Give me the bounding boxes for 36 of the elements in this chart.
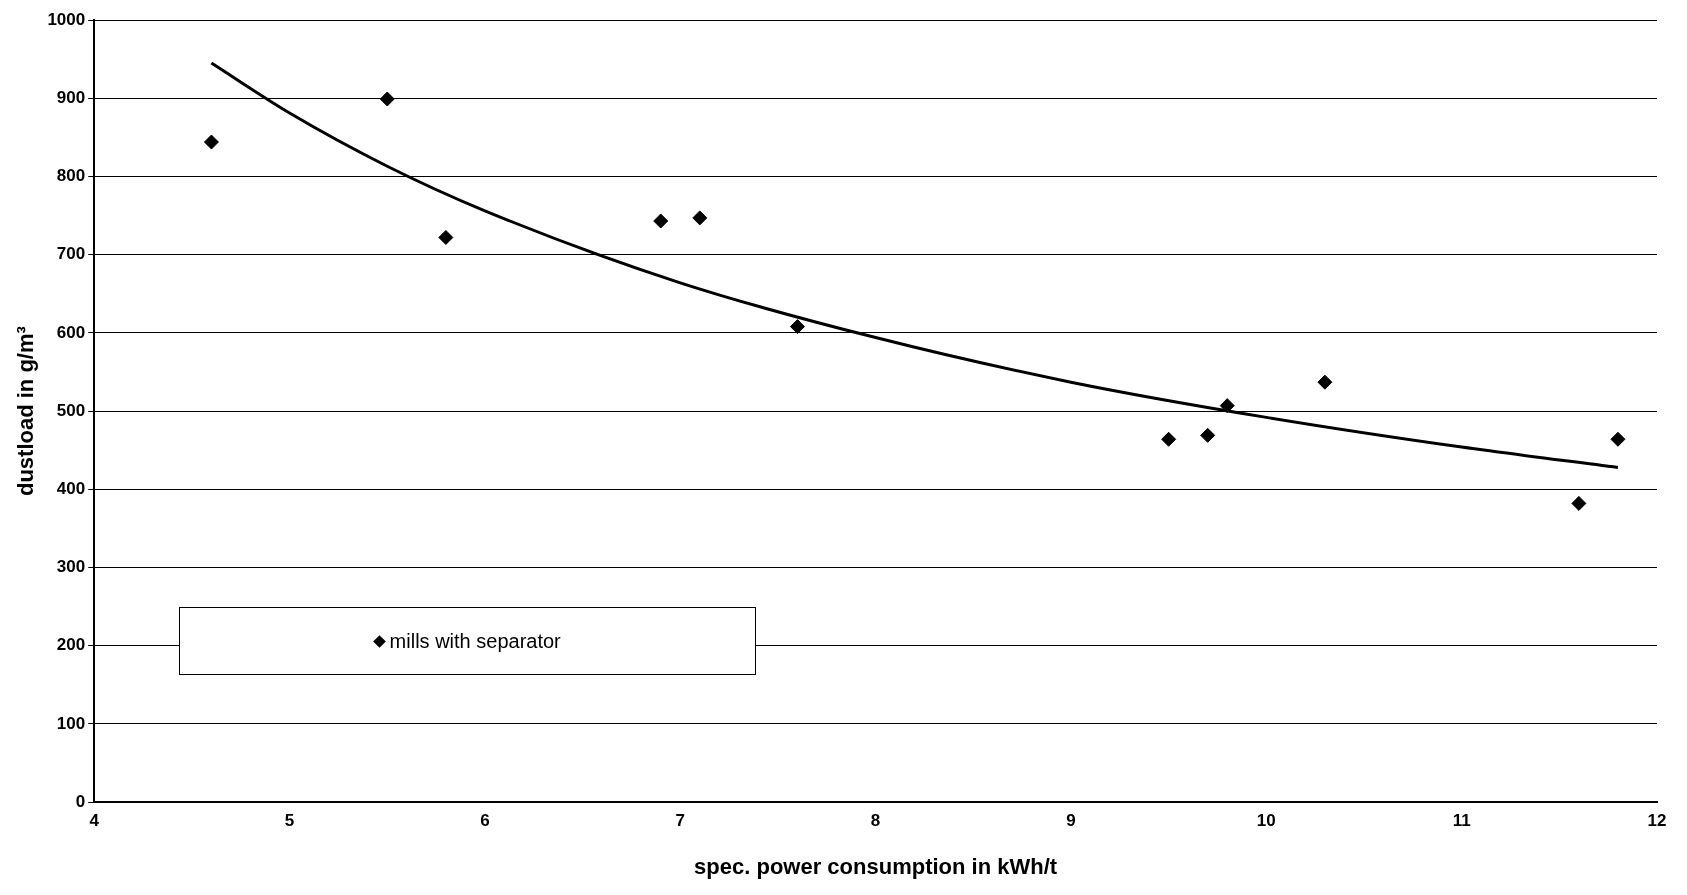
point — [653, 213, 669, 229]
point — [1161, 431, 1177, 447]
x-tick-label: 6 — [480, 811, 490, 831]
point — [692, 210, 708, 226]
x-tick-label: 8 — [870, 811, 881, 831]
x-tick-label: 7 — [675, 811, 685, 831]
x-tick-label: 9 — [1066, 811, 1076, 831]
y-tick-label: 200 — [56, 635, 86, 655]
legend-label: mills with separator — [389, 629, 561, 653]
point — [1317, 374, 1333, 390]
y-tick-label: 100 — [56, 713, 86, 733]
y-tick-label: 900 — [56, 87, 86, 107]
y-axis-title: dustload in g/m³ — [13, 326, 39, 497]
point — [203, 134, 219, 150]
y-tick-label: 700 — [56, 244, 86, 264]
legend-box: mills with separator — [179, 607, 757, 676]
point — [1610, 431, 1626, 447]
point — [1219, 398, 1235, 414]
y-tick-label: 0 — [75, 791, 86, 811]
point — [1200, 427, 1216, 443]
x-tick-label: 4 — [89, 811, 100, 831]
y-tick-label: 400 — [56, 479, 86, 499]
x-tick-label: 11 — [1452, 811, 1471, 831]
y-tick-label: 800 — [56, 166, 86, 186]
point — [438, 229, 454, 245]
y-tick-label: 1000 — [47, 9, 86, 29]
y-tick-label: 500 — [56, 400, 86, 420]
y-tick-label: 300 — [56, 557, 86, 577]
x-tick-label: 12 — [1647, 811, 1667, 831]
point — [379, 91, 395, 107]
point — [1571, 495, 1587, 511]
x-tick-label: 10 — [1256, 811, 1276, 831]
y-tick-label: 600 — [56, 322, 86, 342]
x-axis-title: spec. power consumption in kWh/t — [694, 853, 1058, 879]
point — [789, 319, 805, 335]
x-tick-label: 5 — [284, 811, 295, 831]
